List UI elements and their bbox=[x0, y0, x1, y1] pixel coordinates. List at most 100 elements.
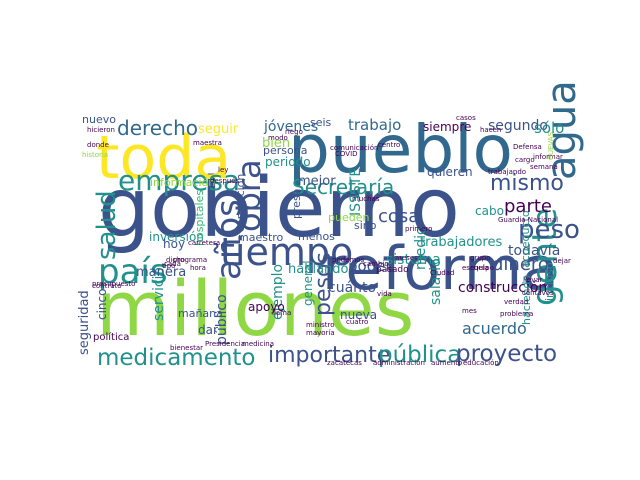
word-llevar: llevar bbox=[523, 276, 543, 284]
cloud-background bbox=[80, 110, 560, 370]
word-meses: meses bbox=[395, 254, 418, 262]
word-salud: salud bbox=[92, 190, 122, 260]
word-dicho: dicho bbox=[166, 256, 185, 264]
word-modo: modo bbox=[268, 134, 288, 142]
word-comunicación: comunicación bbox=[330, 144, 378, 152]
word-presupuesto: presupuesto bbox=[92, 280, 135, 288]
word-derecho: derecho bbox=[117, 116, 198, 140]
word-haciendo: haciendo bbox=[520, 274, 533, 325]
word-sino: sino bbox=[354, 219, 377, 232]
word-mañana: mañana bbox=[178, 307, 223, 320]
word-periodo: periodo bbox=[265, 155, 311, 169]
word-problema: problema bbox=[500, 310, 533, 318]
word-cabo: cabo bbox=[475, 204, 504, 218]
word-proyecto: proyecto bbox=[456, 341, 557, 367]
word-podemos: podemos bbox=[332, 256, 365, 264]
word-medio: medio bbox=[413, 226, 429, 270]
word-nueva: nueva bbox=[340, 308, 377, 322]
word-importante: importante bbox=[268, 343, 390, 368]
word-hablando: hablando bbox=[288, 262, 349, 277]
word-después: después bbox=[210, 177, 240, 185]
word-dinero: dinero bbox=[492, 254, 549, 275]
word-millones: millones bbox=[96, 264, 414, 353]
word-mismo: mismo bbox=[490, 171, 564, 196]
word-hacen: hacen bbox=[480, 126, 501, 134]
word-cinco: cinco bbox=[95, 289, 109, 320]
word-muchas: muchas bbox=[352, 195, 380, 203]
word-dar: dar bbox=[198, 323, 218, 337]
word-presa: presa bbox=[290, 188, 303, 219]
word-grupo: grupo bbox=[470, 254, 490, 262]
word-empresa: empresa bbox=[118, 164, 240, 197]
word-peso: peso bbox=[518, 215, 580, 245]
word-equipo: equipo bbox=[470, 264, 494, 272]
word-sistema: sistema bbox=[386, 252, 441, 268]
word-ley: ley bbox=[218, 166, 228, 174]
word-sólo: sólo bbox=[534, 119, 564, 137]
word-general: general bbox=[301, 260, 315, 306]
word-hicieron: hicieron bbox=[87, 126, 115, 134]
word-bien: bien bbox=[262, 136, 290, 151]
word-escuela: escuela bbox=[462, 264, 489, 272]
word-covid: COVID bbox=[335, 150, 358, 158]
word-servicio: servicio bbox=[151, 267, 167, 321]
word-país: país bbox=[98, 252, 168, 292]
word-manera: manera bbox=[136, 265, 186, 280]
word-inversión: inversión bbox=[149, 230, 204, 244]
word-cuevas: CUEVAS bbox=[547, 131, 555, 160]
word-poder: poder bbox=[348, 257, 392, 275]
word-corrupción: corrupción bbox=[234, 174, 247, 232]
word-cuánto: cuánto bbox=[328, 280, 376, 296]
word-agua: agua bbox=[539, 80, 585, 180]
word-semana: semana bbox=[530, 163, 558, 171]
word-carretera: carretera bbox=[188, 239, 220, 247]
word-programa: programa bbox=[173, 256, 207, 264]
word-persona: persona bbox=[263, 144, 307, 157]
word-política: política bbox=[93, 331, 129, 343]
word-tiempo: tiempo bbox=[220, 230, 353, 274]
word-información: información bbox=[150, 176, 215, 189]
word-público: público bbox=[214, 294, 230, 345]
word-obra: obra bbox=[230, 159, 268, 232]
word-informar: informar bbox=[533, 153, 563, 161]
word-todavía: todavía bbox=[508, 243, 560, 259]
word-presidencia: Presidencia bbox=[205, 340, 245, 348]
word-pasado: pasado bbox=[376, 265, 409, 275]
word-pueblo: pueblo bbox=[288, 111, 513, 188]
word-toda: toda bbox=[96, 123, 231, 193]
word-administración: administración bbox=[373, 359, 425, 367]
word-trabajando: trabajando bbox=[488, 168, 526, 176]
word-menos: menos bbox=[298, 230, 335, 243]
word-hoy: hoy bbox=[163, 237, 185, 251]
word-años: años bbox=[209, 199, 249, 280]
word-seis: seis bbox=[310, 116, 332, 129]
word-tipo: tipo bbox=[162, 262, 175, 270]
word-mayoría: mayoría bbox=[306, 329, 335, 337]
word-hora: hora bbox=[190, 264, 206, 272]
word-centro: centro bbox=[378, 141, 400, 149]
word-ejemplo: ejemplo bbox=[270, 264, 286, 320]
word-cada: cada bbox=[164, 260, 181, 268]
word-cuatro: cuatro bbox=[346, 318, 368, 326]
word-maestro: maestro bbox=[238, 231, 284, 244]
word-incluso: incluso bbox=[543, 262, 556, 301]
word-ministro: ministro bbox=[306, 321, 335, 329]
word-dejar: dejar bbox=[553, 257, 571, 265]
word-llama: llama bbox=[272, 309, 291, 317]
word-siempre: siempre bbox=[423, 120, 471, 134]
word-guardia-nacional: Guardia Nacional bbox=[498, 216, 558, 224]
word-donde: donde bbox=[87, 141, 109, 149]
word-mejor: mejor bbox=[298, 174, 336, 189]
word-casos: casos bbox=[456, 114, 476, 122]
word-medicamento: medicamento bbox=[97, 345, 256, 371]
word-pesos: pesos bbox=[311, 252, 336, 316]
word-issste: ISSSTE bbox=[348, 168, 364, 216]
word-aumento: aumento bbox=[431, 359, 462, 367]
word-reforma: reforma bbox=[322, 234, 559, 304]
word-contrato: contrato bbox=[92, 282, 122, 290]
word-trabajo: trabajo bbox=[348, 116, 401, 134]
word-educación: educación bbox=[463, 359, 499, 367]
word-acueducto: acueducto bbox=[519, 210, 532, 268]
word-ciudad: Ciudad bbox=[430, 269, 454, 277]
